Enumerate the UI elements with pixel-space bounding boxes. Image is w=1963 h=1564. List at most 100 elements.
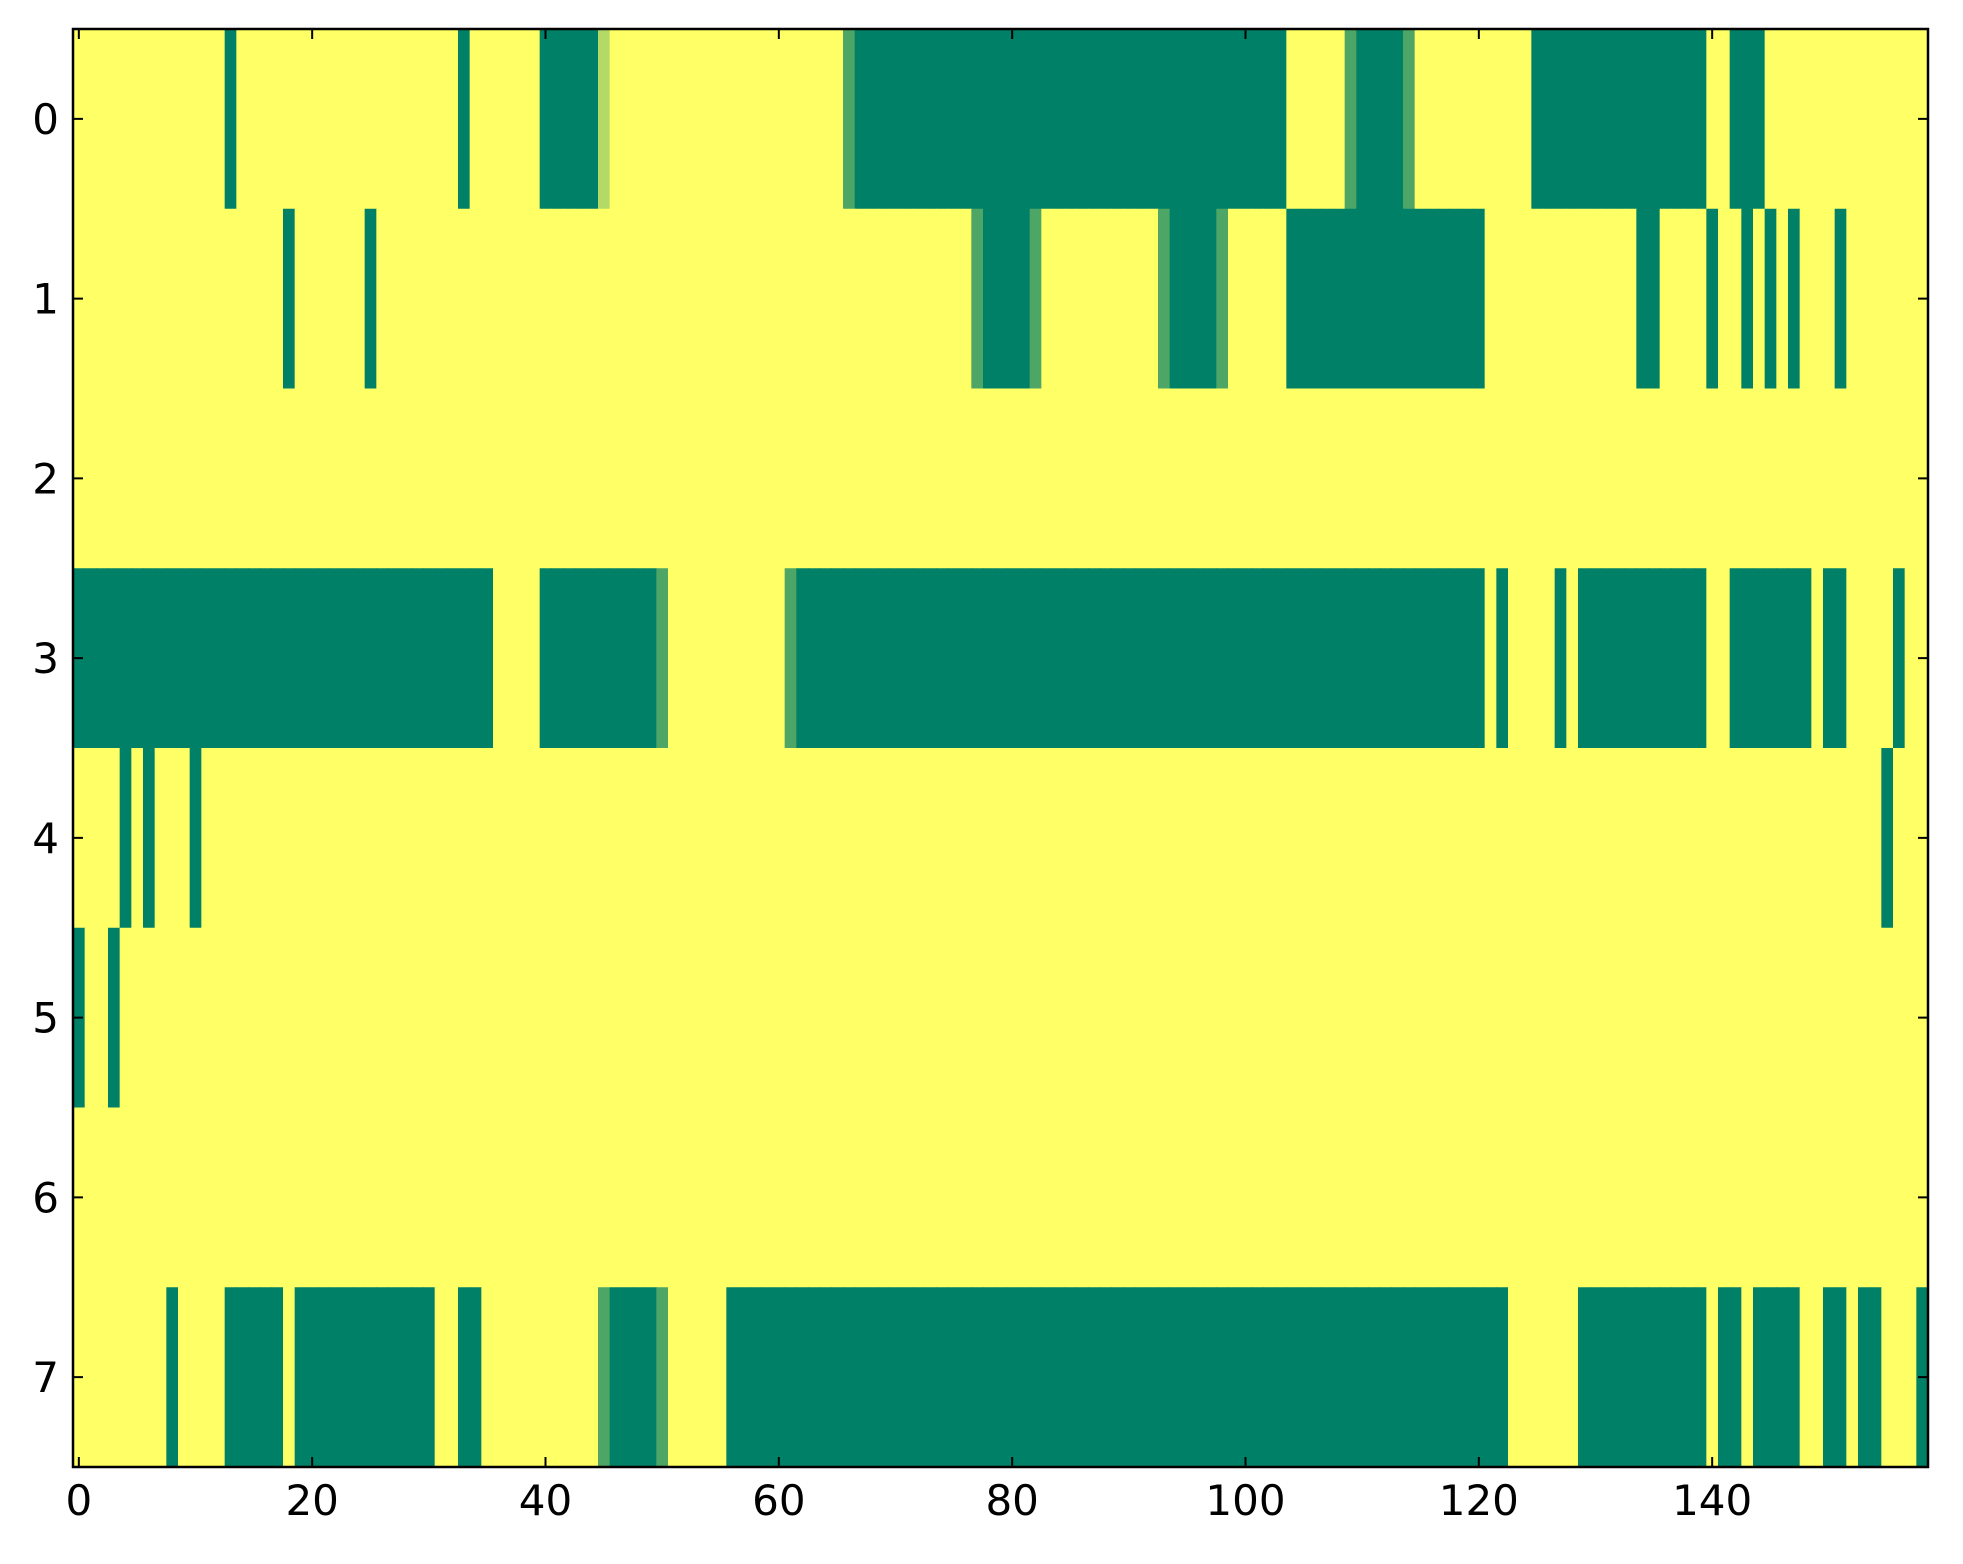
heatmap-cell <box>738 748 751 929</box>
heatmap-cell <box>679 388 692 569</box>
heatmap-cell <box>726 748 739 929</box>
heatmap-cell <box>1846 208 1859 390</box>
heatmap-cell <box>773 748 786 929</box>
heatmap-cell <box>318 1287 331 1468</box>
heatmap-cell <box>1496 927 1509 1109</box>
heatmap-cell <box>1041 1287 1054 1468</box>
heatmap-cell <box>1344 568 1357 749</box>
heatmap-cell <box>1414 29 1427 210</box>
heatmap-cell <box>878 927 891 1109</box>
heatmap-cell <box>143 388 156 569</box>
heatmap-cell <box>1053 1107 1066 1288</box>
heatmap-cell <box>644 568 657 749</box>
heatmap-cell <box>551 748 564 929</box>
heatmap-cell <box>528 748 541 929</box>
heatmap-cell <box>178 568 191 749</box>
heatmap-cell <box>131 208 144 390</box>
heatmap-cell <box>1904 1287 1917 1468</box>
heatmap-cell <box>819 568 832 749</box>
heatmap-cell <box>294 1107 307 1288</box>
heatmap-cell <box>481 1107 494 1288</box>
heatmap-cell <box>1578 1107 1591 1288</box>
heatmap-cell <box>714 568 727 749</box>
heatmap-cell <box>1146 927 1159 1109</box>
heatmap <box>73 29 1929 1468</box>
heatmap-cell <box>1088 1287 1101 1468</box>
heatmap-cell <box>1858 1107 1871 1288</box>
heatmap-cell <box>119 29 132 210</box>
heatmap-cell <box>971 568 984 749</box>
heatmap-cell <box>878 29 891 210</box>
heatmap-cell <box>761 568 774 749</box>
heatmap-cell <box>1846 388 1859 569</box>
heatmap-cell <box>1134 927 1147 1109</box>
heatmap-cell <box>1811 568 1824 749</box>
heatmap-cell <box>423 208 436 390</box>
heatmap-cell <box>994 1287 1007 1468</box>
heatmap-cell <box>143 1107 156 1288</box>
heatmap-cell <box>773 388 786 569</box>
heatmap-cell <box>166 1287 179 1468</box>
heatmap-cell <box>1006 29 1019 210</box>
heatmap-cell <box>1064 29 1077 210</box>
heatmap-cell <box>504 568 517 749</box>
heatmap-cell <box>738 208 751 390</box>
heatmap-cell <box>1263 388 1276 569</box>
heatmap-cell <box>493 748 506 929</box>
heatmap-cell <box>446 1107 459 1288</box>
heatmap-cell <box>1811 748 1824 929</box>
heatmap-cell <box>1099 208 1112 390</box>
heatmap-cell <box>784 208 797 390</box>
heatmap-cell <box>96 29 109 210</box>
heatmap-cell <box>1146 568 1159 749</box>
heatmap-cell <box>1461 1287 1474 1468</box>
heatmap-cell <box>1764 208 1777 390</box>
heatmap-cell <box>831 568 844 749</box>
heatmap-cell <box>761 748 774 929</box>
heatmap-cell <box>1671 388 1684 569</box>
heatmap-cell <box>131 1287 144 1468</box>
heatmap-cell <box>1858 388 1871 569</box>
heatmap-cell <box>1111 568 1124 749</box>
heatmap-cell <box>364 568 377 749</box>
heatmap-cell <box>563 1287 576 1468</box>
heatmap-cell <box>1683 1287 1696 1468</box>
heatmap-cell <box>84 1107 97 1288</box>
heatmap-cell <box>1099 1107 1112 1288</box>
heatmap-cell <box>1461 208 1474 390</box>
heatmap-cell <box>1158 1107 1171 1288</box>
heatmap-cell <box>563 29 576 210</box>
heatmap-cell <box>866 568 879 749</box>
heatmap-cell <box>1461 388 1474 569</box>
heatmap-cell <box>574 748 587 929</box>
heatmap-cell <box>1344 1287 1357 1468</box>
heatmap-cell <box>1041 208 1054 390</box>
heatmap-cell <box>1263 208 1276 390</box>
heatmap-cell <box>306 1287 319 1468</box>
heatmap-cell <box>1729 208 1742 390</box>
heatmap-cell <box>1659 927 1672 1109</box>
heatmap-cell <box>936 388 949 569</box>
heatmap-cell <box>1333 388 1346 569</box>
heatmap-cell <box>1869 29 1882 210</box>
heatmap-cell <box>1706 29 1719 210</box>
heatmap-cell <box>539 29 552 210</box>
heatmap-cell <box>1333 748 1346 929</box>
heatmap-cell <box>329 29 342 210</box>
heatmap-cell <box>1251 208 1264 390</box>
heatmap-cell <box>364 388 377 569</box>
heatmap-cell <box>1204 388 1217 569</box>
heatmap-cell <box>1286 29 1299 210</box>
heatmap-cell <box>1741 1107 1754 1288</box>
heatmap-cell <box>1461 1107 1474 1288</box>
heatmap-cell <box>329 748 342 929</box>
heatmap-cell <box>714 748 727 929</box>
heatmap-cell <box>691 927 704 1109</box>
heatmap-cell <box>458 748 471 929</box>
heatmap-cell <box>306 29 319 210</box>
y-tick-label: 7 <box>32 1353 59 1402</box>
heatmap-cell <box>563 927 576 1109</box>
heatmap-cell <box>749 388 762 569</box>
heatmap-cell <box>574 208 587 390</box>
heatmap-cell <box>1484 748 1497 929</box>
